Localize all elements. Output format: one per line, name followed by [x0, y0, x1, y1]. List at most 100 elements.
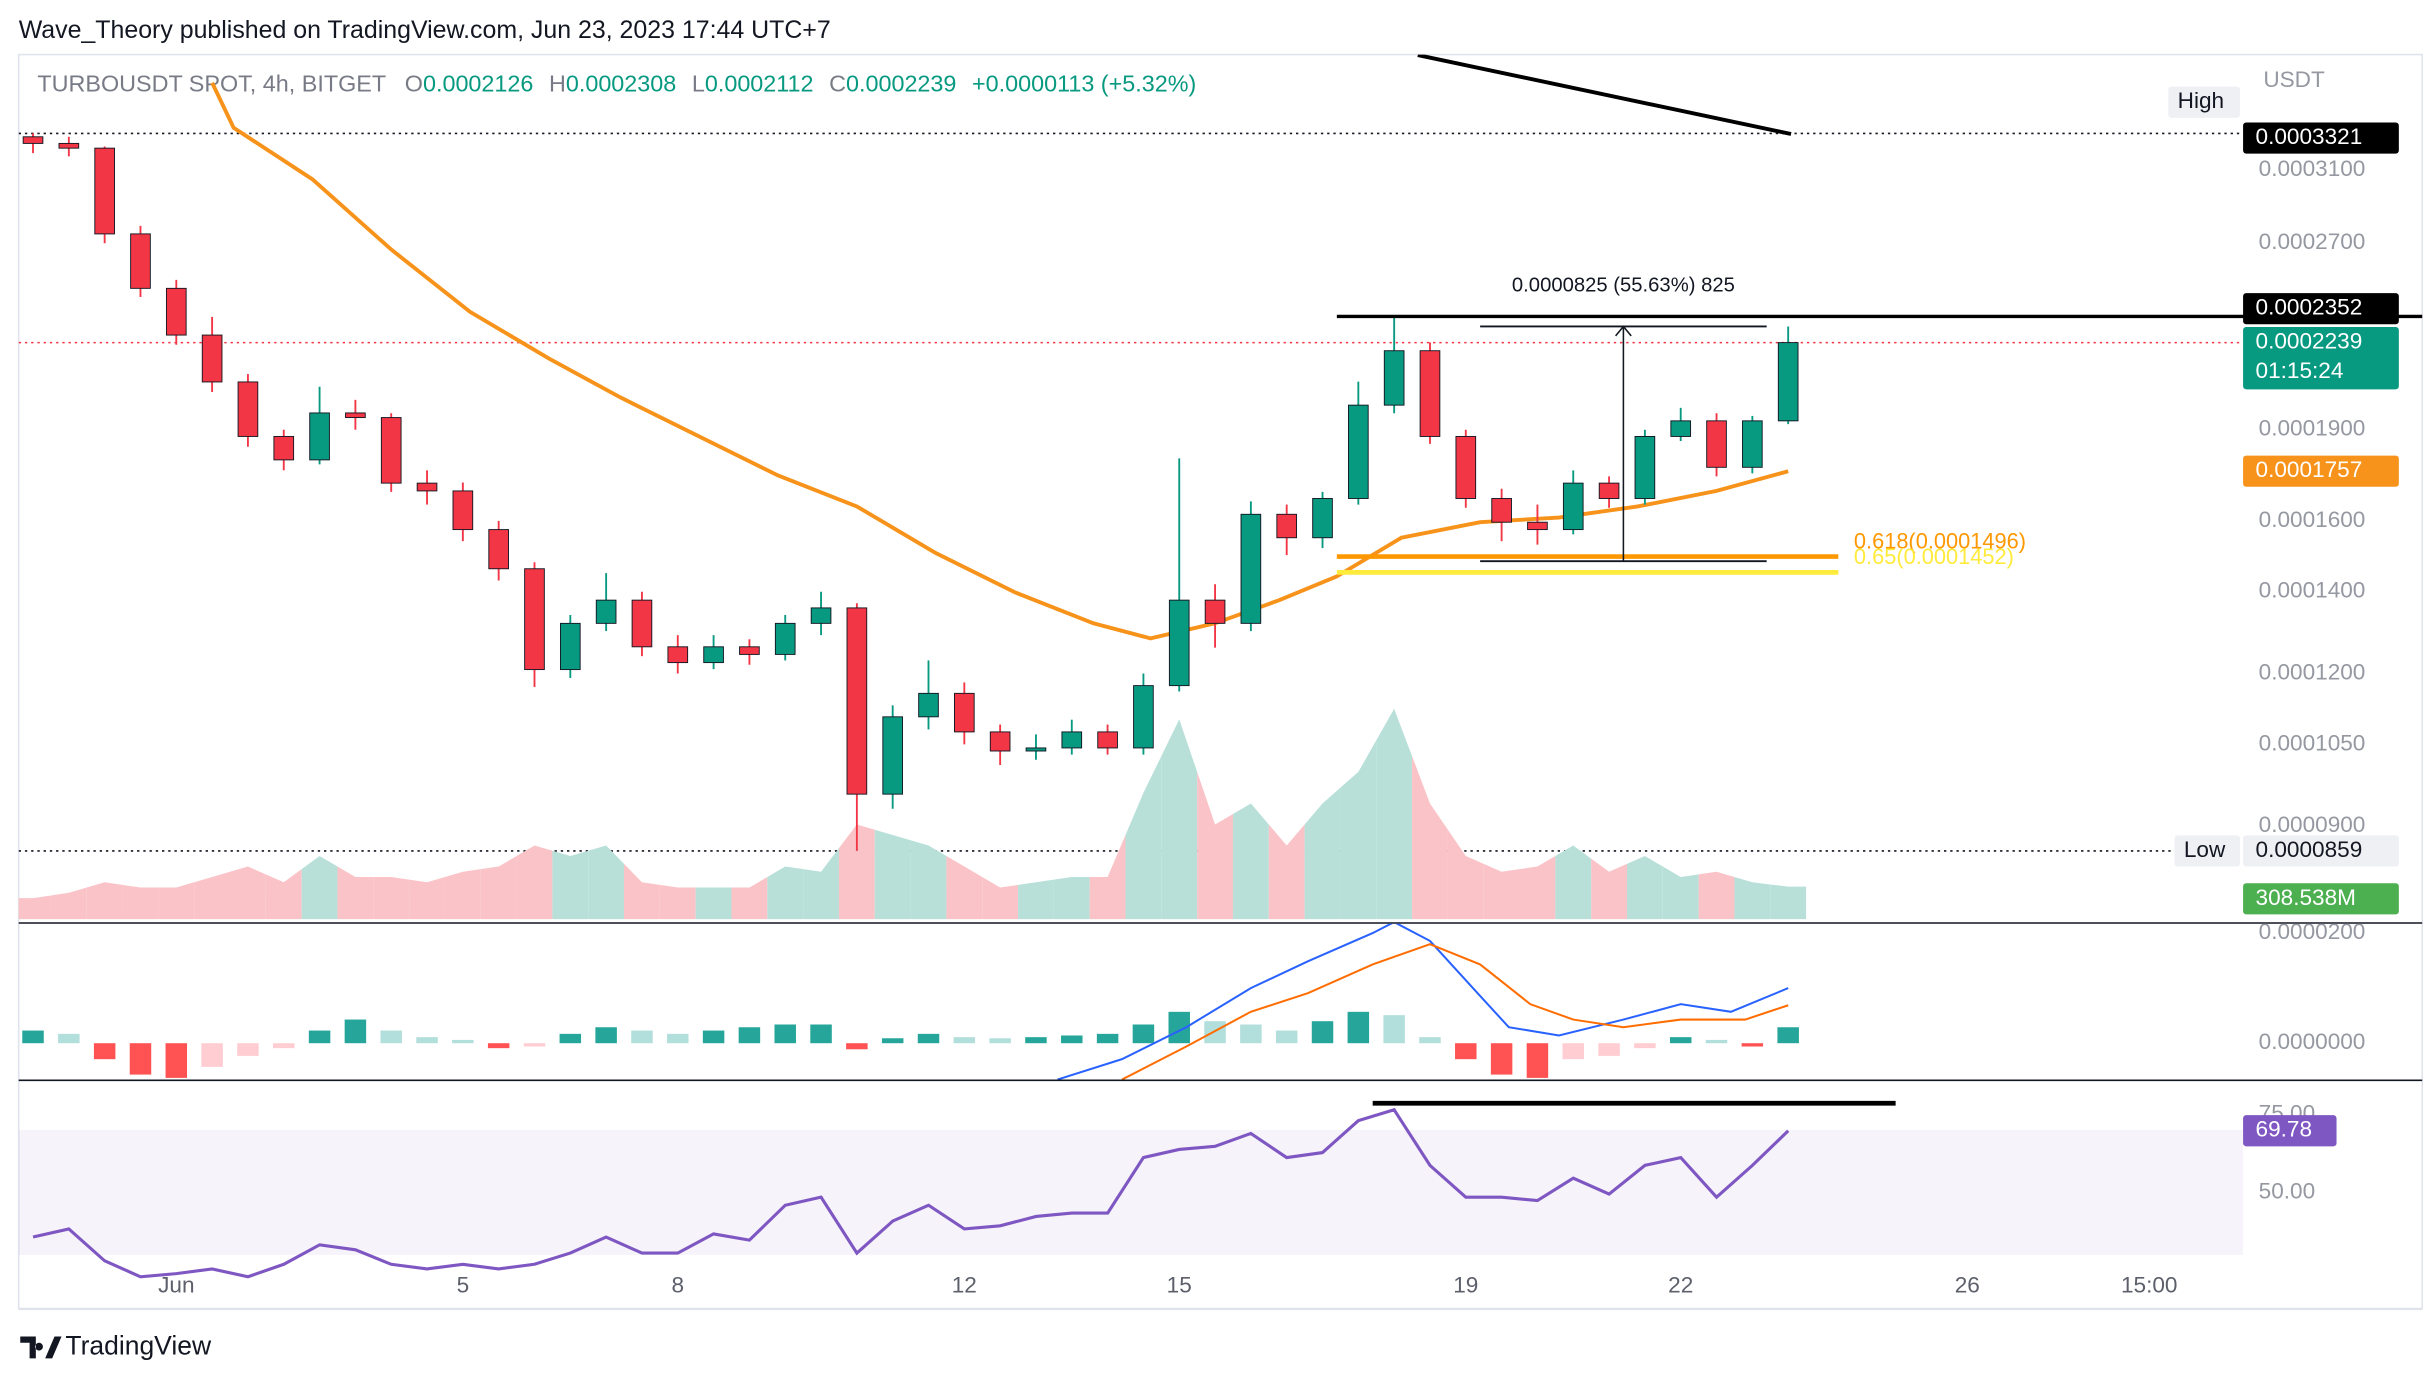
high-tag: High	[2178, 88, 2224, 113]
signal-line	[1121, 943, 1789, 1080]
volume-area	[552, 850, 589, 920]
macd-histogram-bar	[129, 1043, 152, 1075]
low-value: 0.0000859	[2256, 837, 2363, 862]
candle-body	[524, 568, 545, 671]
candle-body	[1061, 731, 1083, 749]
candle-body	[94, 147, 115, 235]
candle-body	[488, 529, 509, 570]
candle-body	[22, 136, 44, 144]
currency: USDT	[2263, 67, 2325, 92]
volume-area	[158, 882, 195, 920]
rsi-band	[18, 1130, 2244, 1255]
x-tick-label: 15:00	[2121, 1273, 2178, 1298]
volume-area	[373, 877, 410, 920]
candle-body	[416, 482, 438, 492]
volume-area	[1340, 740, 1377, 920]
volume-value-box	[2243, 883, 2399, 915]
brand: TradingView	[65, 1330, 212, 1360]
macd-histogram-bar	[1240, 1024, 1262, 1044]
macd-histogram-bar	[273, 1043, 295, 1049]
volume-area	[731, 877, 768, 920]
candle-body	[1527, 521, 1548, 531]
last-price-value: 0.0002239	[2256, 329, 2363, 354]
volume-area	[122, 884, 159, 920]
x-tick-label: Jun	[158, 1273, 194, 1298]
volume-area	[480, 856, 517, 920]
rsi-line	[32, 1107, 1790, 1279]
candle-body	[1742, 420, 1763, 468]
macd-histogram-bar	[1705, 1039, 1728, 1044]
macd-histogram-bar	[667, 1033, 689, 1044]
last-price-value-box	[2243, 327, 2399, 390]
volume-value: 308.538M	[2256, 885, 2356, 910]
macd-histogram-bar	[702, 1030, 725, 1044]
candle-body	[1562, 482, 1584, 531]
macd-histogram-bar	[237, 1043, 259, 1056]
x-tick-label: 22	[1668, 1273, 1693, 1298]
candle-body	[631, 599, 653, 648]
macd-tick-label: 0.0000000	[2259, 1029, 2366, 1054]
y-tick-label: 0.0000900	[2259, 812, 2366, 837]
macd-histogram-bar	[523, 1043, 546, 1047]
measure-label-bg	[1472, 268, 1775, 301]
rsi-value: 69.78	[2256, 1117, 2313, 1142]
candle-body	[1455, 435, 1477, 499]
macd-histogram-bar	[1634, 1043, 1656, 1049]
macd-histogram-bar	[1669, 1037, 1692, 1044]
macd-histogram-bar	[1168, 1011, 1190, 1044]
macd-line	[1057, 923, 1789, 1080]
candle-body	[201, 334, 223, 383]
candle-body	[1168, 599, 1190, 687]
macd-histogram-bar	[487, 1043, 510, 1049]
macd-histogram-bar	[881, 1038, 904, 1044]
volume-area	[516, 845, 553, 920]
volume-area	[1662, 866, 1699, 920]
macd-histogram-bar	[774, 1024, 796, 1044]
macd-histogram-bar	[1562, 1043, 1584, 1060]
macd-histogram-bar	[93, 1043, 116, 1060]
macd-histogram-bar	[1383, 1015, 1405, 1044]
ema-value-box	[2243, 455, 2399, 487]
candle-body	[58, 142, 80, 149]
candle-body	[1025, 747, 1047, 752]
volume-area	[1197, 771, 1233, 920]
symbol-legend: TURBOUSDT SPOT, 4h, BITGET O0.0002126 H0.0…	[37, 71, 1196, 97]
macd-histogram-bar	[1096, 1033, 1119, 1044]
volume-area	[265, 869, 302, 920]
rsi-pane	[18, 1100, 2244, 1279]
macd-histogram-bar	[201, 1043, 223, 1067]
volume-area	[86, 882, 123, 920]
volume-area	[1519, 856, 1556, 920]
volume-area	[50, 887, 87, 920]
measure-arrowhead	[1615, 325, 1632, 337]
volume-area	[1304, 787, 1341, 920]
candle-body	[846, 607, 868, 795]
candle-body	[1491, 498, 1512, 523]
volume-area	[194, 871, 231, 920]
macd-histogram-bar	[1741, 1043, 1764, 1047]
candle-body	[1634, 435, 1656, 499]
candle-body	[1670, 420, 1692, 437]
volume-area	[1376, 708, 1413, 920]
macd-histogram-bar	[1311, 1021, 1334, 1044]
candle-body	[345, 412, 366, 419]
volume-area	[1053, 877, 1090, 920]
y-tick-label: 0.0001050	[2259, 730, 2366, 755]
candle-body	[1777, 342, 1799, 422]
x-tick-label: 8	[671, 1273, 684, 1298]
volume-area	[1626, 856, 1663, 920]
y-tick-label: 0.0001600	[2259, 507, 2366, 532]
candle-body	[1598, 482, 1620, 499]
x-tick-label: 5	[457, 1273, 470, 1298]
macd-histogram-bar	[165, 1043, 188, 1078]
candle-body	[380, 417, 402, 484]
volume-area	[695, 887, 732, 920]
trend-line	[1417, 54, 1792, 136]
volume-area	[659, 884, 696, 920]
ohlc-key: C	[829, 71, 846, 97]
candle-body	[882, 716, 904, 795]
macd-tick-label: 0.0000200	[2259, 919, 2366, 944]
macd-histogram-bar	[1025, 1037, 1047, 1044]
